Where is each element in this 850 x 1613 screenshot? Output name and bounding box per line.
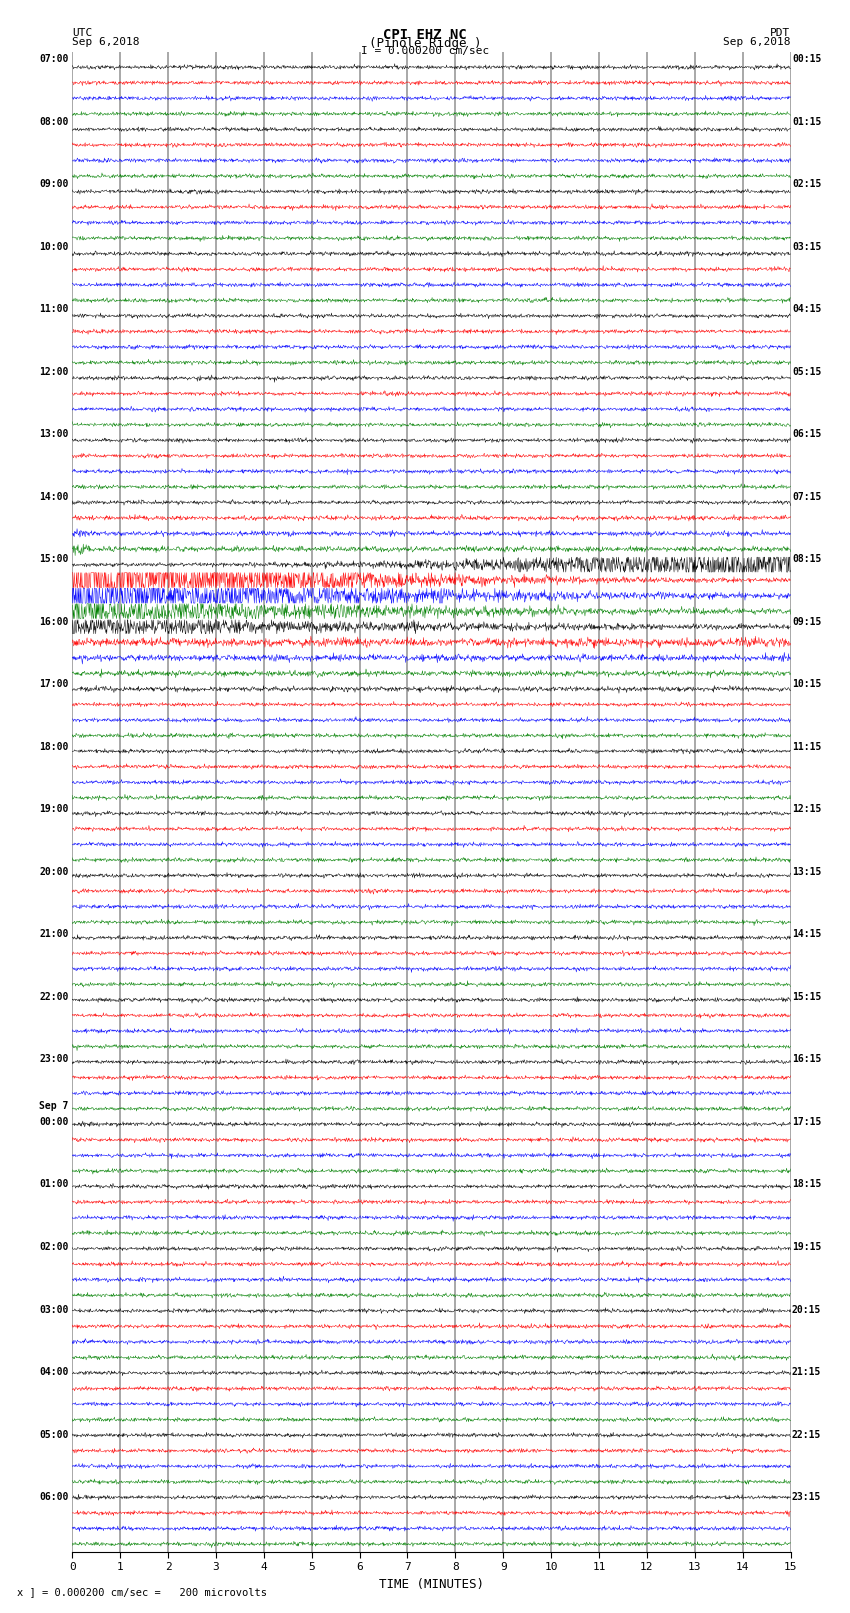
Text: UTC: UTC (72, 29, 93, 39)
Text: 07:00: 07:00 (39, 55, 69, 65)
Text: 20:00: 20:00 (39, 866, 69, 877)
Text: 11:00: 11:00 (39, 305, 69, 315)
Text: 18:00: 18:00 (39, 742, 69, 752)
Text: 18:15: 18:15 (792, 1179, 821, 1189)
Text: 16:00: 16:00 (39, 616, 69, 627)
Text: 03:00: 03:00 (39, 1305, 69, 1315)
Text: 17:15: 17:15 (792, 1116, 821, 1127)
Text: I = 0.000200 cm/sec: I = 0.000200 cm/sec (361, 45, 489, 56)
Text: 08:15: 08:15 (792, 555, 821, 565)
Text: 09:15: 09:15 (792, 616, 821, 627)
Text: 22:00: 22:00 (39, 992, 69, 1002)
Text: 23:00: 23:00 (39, 1055, 69, 1065)
Text: 13:15: 13:15 (792, 866, 821, 877)
Text: 17:00: 17:00 (39, 679, 69, 689)
Text: CPI EHZ NC: CPI EHZ NC (383, 29, 467, 42)
Text: 05:15: 05:15 (792, 366, 821, 377)
Text: 23:15: 23:15 (792, 1492, 821, 1502)
Text: x ] = 0.000200 cm/sec =   200 microvolts: x ] = 0.000200 cm/sec = 200 microvolts (17, 1587, 267, 1597)
Text: 08:00: 08:00 (39, 116, 69, 127)
Text: 06:15: 06:15 (792, 429, 821, 439)
Text: 15:00: 15:00 (39, 555, 69, 565)
Text: 06:00: 06:00 (39, 1492, 69, 1502)
Text: 14:00: 14:00 (39, 492, 69, 502)
Text: 05:00: 05:00 (39, 1429, 69, 1439)
Text: 12:00: 12:00 (39, 366, 69, 377)
Text: 04:15: 04:15 (792, 305, 821, 315)
Text: 10:00: 10:00 (39, 242, 69, 252)
Text: Sep 7: Sep 7 (39, 1102, 69, 1111)
Text: PDT: PDT (770, 29, 790, 39)
Text: 04:00: 04:00 (39, 1366, 69, 1378)
Text: 01:00: 01:00 (39, 1179, 69, 1189)
X-axis label: TIME (MINUTES): TIME (MINUTES) (379, 1578, 484, 1590)
Text: (Pinole Ridge ): (Pinole Ridge ) (369, 37, 481, 50)
Text: Sep 6,2018: Sep 6,2018 (72, 37, 139, 47)
Text: 01:15: 01:15 (792, 116, 821, 127)
Text: 16:15: 16:15 (792, 1055, 821, 1065)
Text: 00:00: 00:00 (39, 1116, 69, 1127)
Text: 15:15: 15:15 (792, 992, 821, 1002)
Text: 19:15: 19:15 (792, 1242, 821, 1252)
Text: 03:15: 03:15 (792, 242, 821, 252)
Text: Sep 6,2018: Sep 6,2018 (723, 37, 791, 47)
Text: 07:15: 07:15 (792, 492, 821, 502)
Text: 21:15: 21:15 (792, 1366, 821, 1378)
Text: 12:15: 12:15 (792, 805, 821, 815)
Text: 11:15: 11:15 (792, 742, 821, 752)
Text: 19:00: 19:00 (39, 805, 69, 815)
Text: 02:15: 02:15 (792, 179, 821, 189)
Text: 02:00: 02:00 (39, 1242, 69, 1252)
Text: 10:15: 10:15 (792, 679, 821, 689)
Text: 00:15: 00:15 (792, 55, 821, 65)
Text: 22:15: 22:15 (792, 1429, 821, 1439)
Text: 14:15: 14:15 (792, 929, 821, 939)
Text: 13:00: 13:00 (39, 429, 69, 439)
Text: 09:00: 09:00 (39, 179, 69, 189)
Text: 21:00: 21:00 (39, 929, 69, 939)
Text: 20:15: 20:15 (792, 1305, 821, 1315)
